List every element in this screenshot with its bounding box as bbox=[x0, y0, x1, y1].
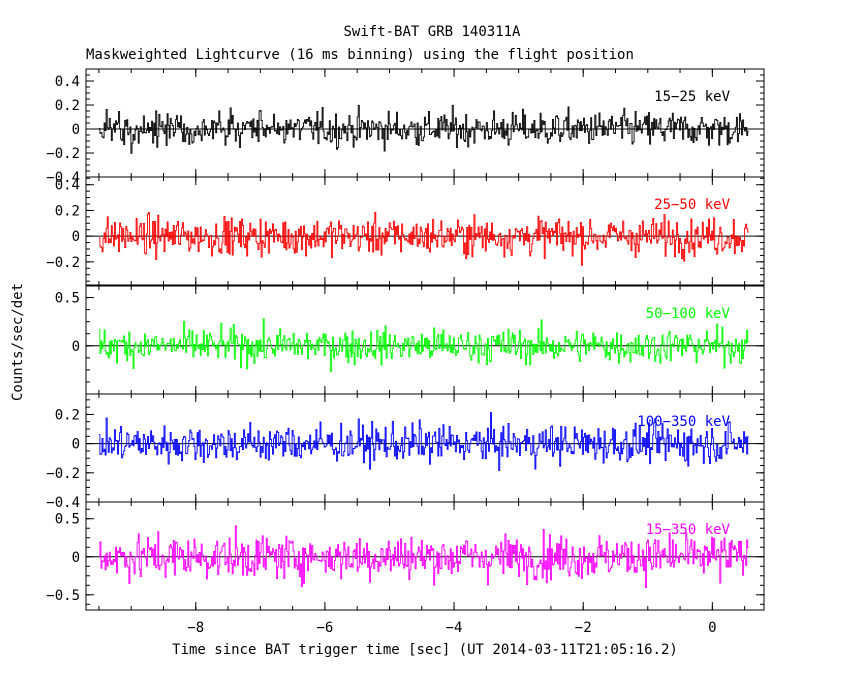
y-tick-label: −0.2 bbox=[46, 466, 80, 482]
energy-band-label: 15−25 keV bbox=[654, 89, 730, 105]
y-tick-label: 0 bbox=[72, 550, 80, 566]
x-tick-label: −6 bbox=[316, 620, 333, 636]
energy-band-label: 25−50 keV bbox=[654, 197, 730, 213]
y-tick-label: −0.4 bbox=[46, 170, 80, 186]
y-tick-label: −0.4 bbox=[46, 495, 80, 511]
y-tick-label: 0.2 bbox=[55, 98, 80, 114]
y-axis-label: Counts/sec/det bbox=[10, 283, 26, 401]
y-tick-label: 0 bbox=[72, 339, 80, 355]
panel-frame bbox=[85, 501, 765, 611]
y-tick-label: 0.4 bbox=[55, 74, 80, 90]
panels-group: −0.4 −0.2 0 0.2 0.4 15−25 keV −0.2 0 0.2 0.4 25−50… bbox=[46, 68, 765, 636]
energy-band-label: 15−350 keV bbox=[646, 522, 731, 538]
chart-subtitle: Maskweighted Lightcurve (16 ms binning) … bbox=[86, 47, 634, 63]
x-tick-label: −4 bbox=[446, 620, 463, 636]
lightcurve-trace bbox=[98, 525, 749, 589]
lightcurve-trace bbox=[98, 212, 749, 266]
y-tick-label: 0.2 bbox=[55, 203, 80, 219]
lightcurve-trace bbox=[98, 104, 749, 154]
chart-title: Swift-BAT GRB 140311A bbox=[343, 24, 521, 40]
y-tick-label: 0.5 bbox=[55, 291, 80, 307]
y-tick-label: 0.5 bbox=[55, 512, 80, 528]
y-tick-label: 0 bbox=[72, 229, 80, 245]
x-tick-label: 0 bbox=[708, 620, 716, 636]
x-tick-label: −8 bbox=[187, 620, 204, 636]
y-tick-label: −0.2 bbox=[46, 255, 80, 271]
panel-frame bbox=[85, 176, 765, 286]
energy-band-label: 50−100 keV bbox=[646, 306, 731, 322]
y-tick-label: 0.2 bbox=[55, 407, 80, 423]
x-tick-label: −2 bbox=[575, 620, 592, 636]
y-tick-label: 0 bbox=[72, 122, 80, 138]
x-axis-label: Time since BAT trigger time [sec] (UT 20… bbox=[172, 642, 678, 658]
y-tick-label: 0 bbox=[72, 437, 80, 453]
y-tick-label: −0.5 bbox=[46, 588, 80, 604]
lightcurve-trace bbox=[98, 318, 749, 372]
y-tick-label: −0.2 bbox=[46, 146, 80, 162]
energy-band-label: 100−350 keV bbox=[637, 414, 730, 430]
y-tick-label: 0.4 bbox=[55, 178, 80, 194]
lightcurve-trace bbox=[98, 412, 749, 471]
